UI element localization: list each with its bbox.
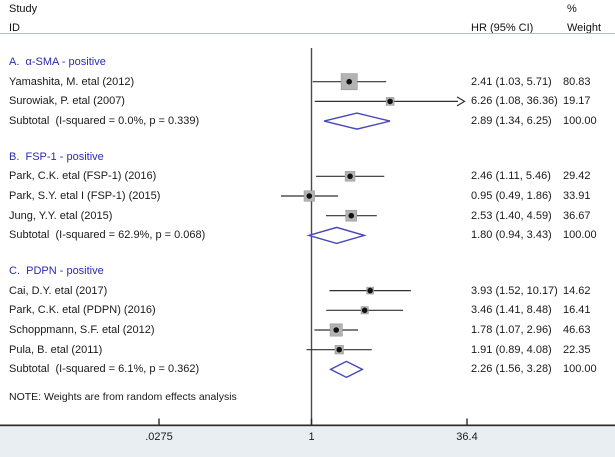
point-estimate-dot bbox=[346, 78, 352, 85]
point-estimate-dot bbox=[361, 307, 368, 314]
col-header-study: Study bbox=[9, 3, 38, 15]
col-header-hr-ci: HR (95% CI) bbox=[471, 22, 534, 34]
col-header-id: ID bbox=[9, 22, 20, 34]
point-estimate-dot bbox=[336, 346, 343, 353]
axis-band bbox=[0, 427, 615, 457]
subtotal-diamond bbox=[323, 112, 391, 130]
ci-truncation-arrow bbox=[456, 96, 466, 107]
point-estimate-dot bbox=[367, 287, 373, 294]
point-estimate-dot bbox=[387, 98, 393, 105]
point-estimate-dot bbox=[306, 193, 313, 199]
point-estimate-dot bbox=[348, 212, 355, 219]
point-estimate-dot bbox=[347, 173, 353, 180]
col-header-weight: Weight bbox=[567, 22, 602, 34]
subtotal-diamond bbox=[328, 360, 364, 379]
col-header-percent: % bbox=[567, 3, 577, 15]
subtotal-diamond bbox=[306, 226, 367, 245]
header-separator bbox=[0, 33, 615, 34]
point-estimate-dot bbox=[333, 327, 340, 333]
